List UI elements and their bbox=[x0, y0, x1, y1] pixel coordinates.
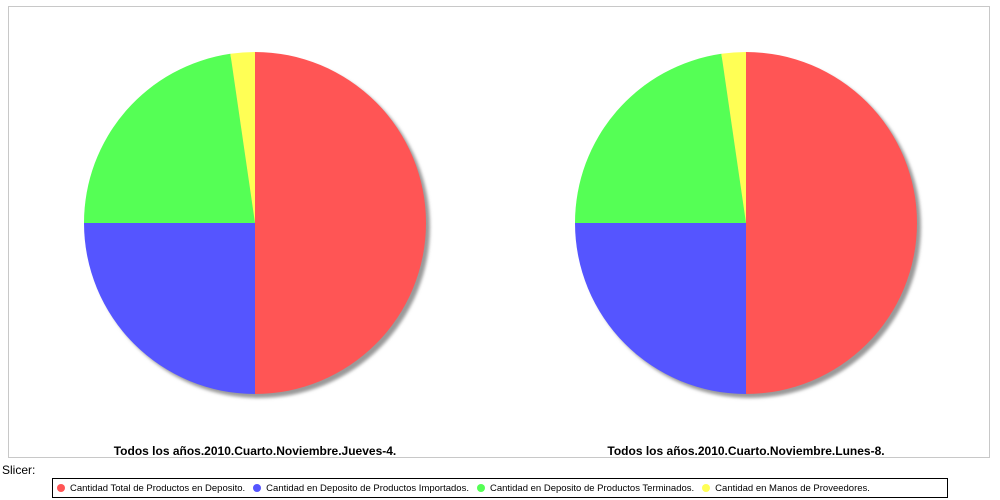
pie-title-jueves: Todos los años.2010.Cuarto.Noviembre.Jue… bbox=[114, 444, 397, 458]
slice-importados[interactable] bbox=[84, 223, 255, 394]
pie-title-lunes: Todos los años.2010.Cuarto.Noviembre.Lun… bbox=[607, 444, 884, 458]
slice-terminados[interactable] bbox=[84, 53, 255, 223]
slicer-label: Slicer: bbox=[2, 463, 36, 477]
slice-proveedores[interactable] bbox=[230, 52, 255, 223]
pie-chart-jueves bbox=[84, 52, 430, 398]
slice-total[interactable] bbox=[746, 52, 917, 394]
legend-item-proveedores: Cantidad en Manos de Proveedores. bbox=[702, 483, 870, 494]
legend-label-importados: Cantidad en Deposito de Productos Import… bbox=[266, 482, 469, 494]
legend-item-importados: Cantidad en Deposito de Productos Import… bbox=[253, 483, 469, 494]
legend-label-total: Cantidad Total de Productos en Deposito. bbox=[70, 482, 246, 494]
legend-label-terminados: Cantidad en Deposito de Productos Termin… bbox=[489, 482, 695, 494]
legend-dot-red bbox=[57, 484, 65, 492]
slice-terminados[interactable] bbox=[575, 53, 746, 223]
legend-dot-green bbox=[476, 484, 485, 492]
legend-item-terminados: Cantidad en Deposito de Productos Termin… bbox=[476, 482, 695, 494]
legend-dot-blue bbox=[253, 484, 262, 492]
legend-dot-yellow bbox=[702, 484, 711, 492]
slice-proveedores[interactable] bbox=[721, 52, 746, 223]
pie-chart-lunes bbox=[575, 52, 921, 398]
legend: Cantidad Total de Productos en Deposito.… bbox=[52, 478, 948, 498]
slice-total[interactable] bbox=[255, 52, 426, 394]
legend-label-proveedores: Cantidad en Manos de Proveedores. bbox=[715, 482, 870, 494]
slice-importados[interactable] bbox=[575, 223, 746, 394]
pie-charts: Todos los años.2010.Cuarto.Noviembre.Jue… bbox=[84, 52, 921, 458]
legend-item-total: Cantidad Total de Productos en Deposito. bbox=[57, 483, 245, 494]
